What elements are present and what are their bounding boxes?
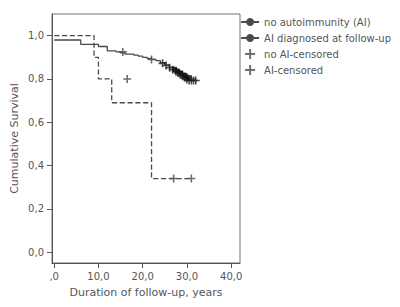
svg-text:30,0: 30,0 (176, 271, 198, 282)
svg-text:Duration of follow-up, years: Duration of follow-up, years (69, 286, 222, 299)
svg-text:no AI-censored: no AI-censored (264, 49, 339, 60)
svg-text:0,6: 0,6 (28, 117, 44, 128)
svg-text:0,4: 0,4 (28, 160, 44, 171)
svg-text:0,2: 0,2 (28, 203, 44, 214)
svg-text:10,0: 10,0 (87, 271, 109, 282)
svg-text:AI diagnosed at follow-up: AI diagnosed at follow-up (264, 33, 391, 44)
svg-text:Cumulative Survival: Cumulative Survival (8, 83, 21, 194)
svg-text:,0: ,0 (49, 271, 59, 282)
svg-text:0,0: 0,0 (28, 247, 44, 258)
svg-text:1,0: 1,0 (28, 30, 44, 41)
svg-text:20,0: 20,0 (132, 271, 154, 282)
svg-text:0,8: 0,8 (28, 73, 44, 84)
svg-text:no autoimmunity (AI): no autoimmunity (AI) (264, 17, 371, 28)
svg-text:AI-censored: AI-censored (264, 65, 323, 76)
svg-text:40,0: 40,0 (220, 271, 242, 282)
